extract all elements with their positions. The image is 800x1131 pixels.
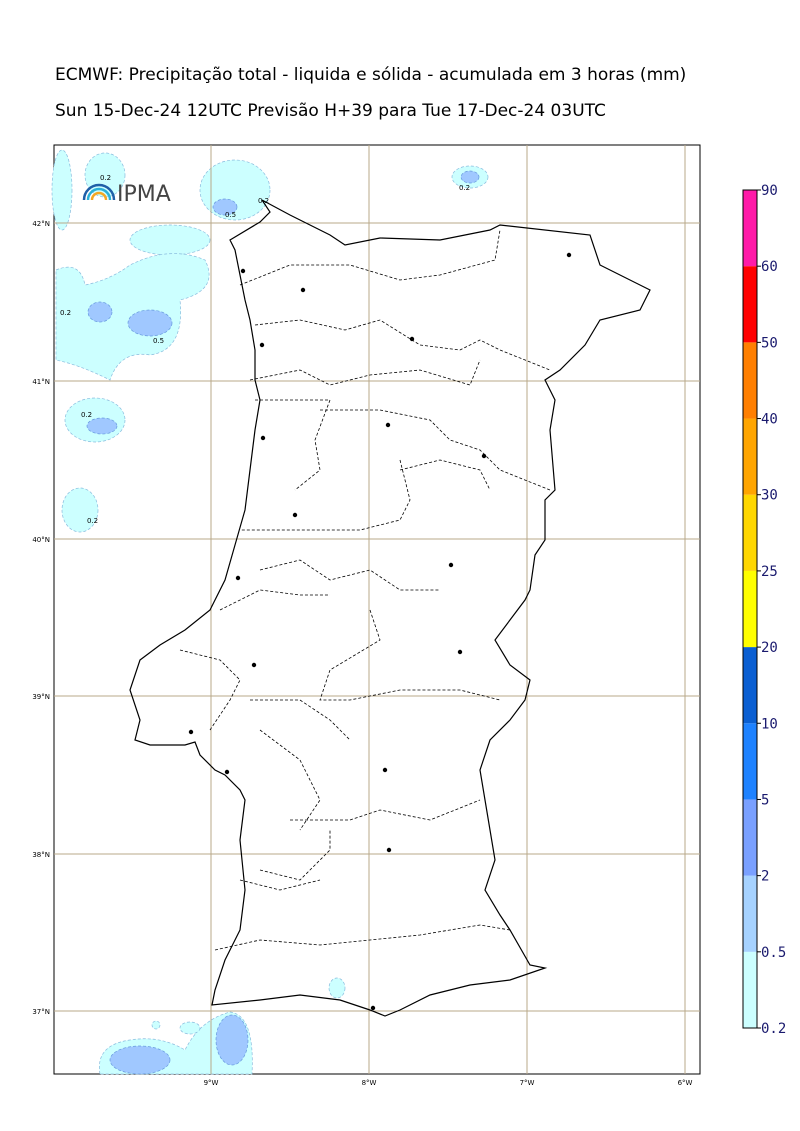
contour-label: 0.2 bbox=[258, 197, 269, 205]
colorbar-segment bbox=[743, 799, 757, 876]
contour-label: 0.5 bbox=[225, 211, 236, 219]
colorbar-segment bbox=[743, 951, 757, 1028]
colorbar-label: 2 bbox=[761, 869, 769, 885]
colorbar-label: 0.5 bbox=[761, 945, 786, 961]
lat-label: 37°N bbox=[32, 1008, 50, 1016]
lat-label: 42°N bbox=[32, 220, 50, 228]
lon-label: 6°W bbox=[678, 1079, 693, 1087]
lat-label: 40°N bbox=[32, 536, 50, 544]
graticule bbox=[54, 145, 700, 1074]
colorbar-label: 40 bbox=[761, 412, 778, 428]
colorbar-segment bbox=[743, 723, 757, 800]
colorbar-segment bbox=[743, 418, 757, 495]
colorbar-segment bbox=[743, 266, 757, 343]
colorbar-frame bbox=[742, 189, 758, 1029]
colorbar-label: 90 bbox=[761, 183, 778, 199]
logo: IPMA bbox=[82, 182, 171, 207]
colorbar-label: 25 bbox=[761, 564, 778, 580]
map: 0.2 0.5 0.2 0.2 0.5 0.2 0.2 0.2 42°N 41°… bbox=[32, 144, 701, 1087]
colorbar-label: 50 bbox=[761, 335, 778, 351]
city-dots bbox=[188, 252, 572, 1011]
lon-label: 7°W bbox=[520, 1079, 535, 1087]
colorbar-label: 30 bbox=[761, 488, 778, 504]
contour-label: 0.2 bbox=[100, 174, 111, 182]
colorbar-label: 10 bbox=[761, 716, 778, 732]
lat-label: 38°N bbox=[32, 851, 50, 859]
colorbar-segment bbox=[743, 342, 757, 419]
colorbar-segment bbox=[743, 494, 757, 571]
lon-label: 9°W bbox=[204, 1079, 219, 1087]
colorbar-label: 20 bbox=[761, 640, 778, 656]
title: ECMWF: Precipitação total - liquida e só… bbox=[55, 65, 686, 85]
subtitle: Sun 15-Dec-24 12UTC Previsão H+39 para T… bbox=[55, 101, 606, 121]
portugal-outline bbox=[129, 199, 651, 1017]
colorbar-segment bbox=[743, 647, 757, 724]
contour-label: 0.2 bbox=[87, 517, 98, 525]
logo-text: IPMA bbox=[117, 182, 171, 207]
lat-label: 39°N bbox=[32, 693, 50, 701]
contour-label: 0.2 bbox=[459, 184, 470, 192]
lat-label: 41°N bbox=[32, 378, 50, 386]
colorbar-label: 5 bbox=[761, 792, 769, 808]
precip-areas bbox=[51, 149, 489, 1075]
lon-label: 8°W bbox=[362, 1079, 377, 1087]
colorbar-segment bbox=[743, 570, 757, 648]
colorbar-segment bbox=[743, 190, 757, 267]
district-borders bbox=[179, 229, 551, 951]
contour-label: 0.5 bbox=[153, 337, 164, 345]
colorbar-label: 60 bbox=[761, 259, 778, 275]
contour-label: 0.2 bbox=[60, 309, 71, 317]
contour-label: 0.2 bbox=[81, 411, 92, 419]
colorbar-label: 0.2 bbox=[761, 1021, 786, 1037]
colorbar-segment bbox=[743, 875, 757, 952]
